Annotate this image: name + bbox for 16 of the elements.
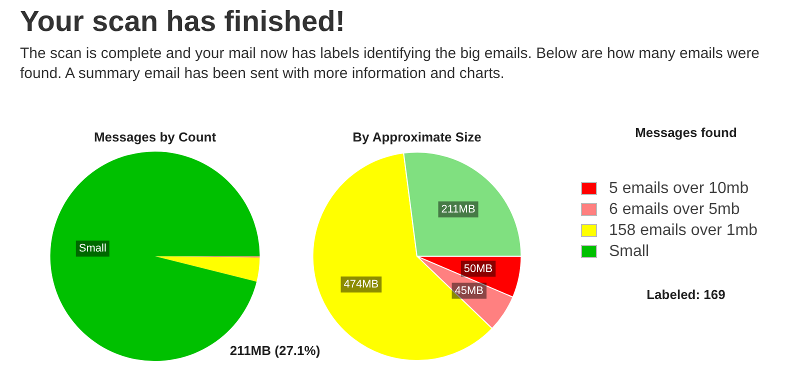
data-label: 45MB <box>454 284 484 297</box>
data-label: 474MB <box>344 278 379 290</box>
data-label: 50MB <box>464 262 493 275</box>
chart-title: Messages by Count <box>94 129 217 144</box>
legend-label: 158 emails over 1mb <box>609 222 758 240</box>
legend-title: Messages found <box>634 125 738 140</box>
text: The scan is complete and your mail now has labels identifying the big emails. Below are how many emails were found. A summary email has been sent with more information and charts. <box>20 44 761 84</box>
legend-label: Small <box>609 242 650 260</box>
data-label: 211MB <box>441 203 476 216</box>
legend-label: 5 emails over 10mb <box>609 180 749 198</box>
text: 211MB (27.1%) <box>228 343 322 358</box>
text: Labeled: 169 <box>646 287 726 302</box>
text: Your scan has finished! <box>20 5 346 40</box>
chart-title: By Approximate Size <box>352 129 482 144</box>
legend-label: 6 emails over 5mb <box>609 200 740 218</box>
data-label: Small <box>78 242 106 255</box>
